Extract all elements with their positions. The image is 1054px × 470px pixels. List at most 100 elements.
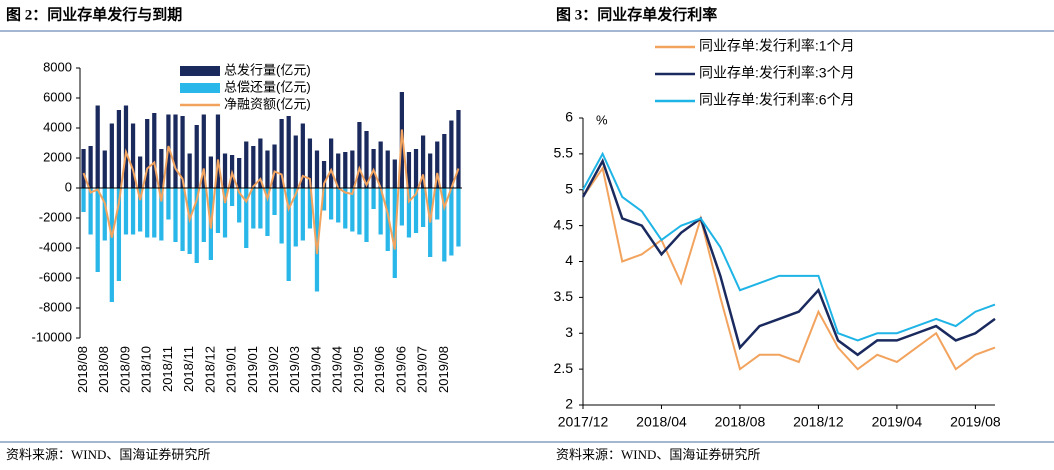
bar [364,188,369,242]
bar [258,188,263,229]
bar [279,119,284,188]
bar [272,188,277,215]
legend-label: 同业存单:发行利率:3个月 [699,65,855,81]
y-tick-label: 3.5 [554,288,574,304]
y-tick-label: 3 [565,324,573,340]
x-tick-label: 2019/08 [436,346,451,393]
bar [81,188,86,212]
x-tick-label: 2019/03 [287,346,302,393]
bar [329,188,334,220]
bar [378,141,383,188]
bar [109,123,114,188]
bar [173,114,178,188]
bar [194,188,199,263]
x-tick-label: 2019/01 [245,346,260,393]
y-tick-label: 8000 [43,59,72,74]
bar [357,122,362,188]
bar [449,120,454,188]
y-tick-label: 5.5 [554,145,574,161]
bar [286,188,291,281]
bar [442,134,447,188]
bar [286,116,291,188]
bar [116,110,122,188]
bar [329,138,334,188]
y-tick-label: 4.5 [554,216,574,232]
bar [307,188,313,229]
bar [272,144,277,188]
bar [385,188,390,251]
bar [442,188,447,262]
x-tick-label: 2018/08 [715,414,766,430]
y-tick-label: 2000 [43,149,72,164]
bar [145,188,150,238]
y-tick-label: 6000 [43,89,72,104]
bar [251,146,256,188]
chart-title: 图 3：同业存单发行利率 [556,5,717,23]
rate-line [582,151,996,342]
y-tick-label: -8000 [39,299,72,314]
x-tick-label: 2018/11 [160,346,175,392]
bar [138,156,143,188]
bar [350,150,355,188]
bar [201,114,206,188]
bar [102,150,107,188]
bar [145,119,150,188]
x-tick-label: 2018/08 [96,346,111,393]
bar [456,188,461,247]
legend-label: 同业存单:发行利率:1个月 [699,38,855,54]
x-tick-label: 2019/06 [393,346,408,393]
bar [166,188,171,220]
bar [321,161,327,188]
x-tick-label: 2018/12 [202,346,217,393]
x-tick-label: 2019/04 [330,346,345,393]
x-tick-label: 2018/12 [793,414,844,430]
bar [138,188,143,232]
y-tick-label: -2000 [39,209,72,224]
bar [392,159,397,188]
bar [336,153,341,188]
x-tick-label: 2018/09 [117,346,132,393]
y-tick-label: -6000 [39,269,72,284]
x-tick-label: 2018/11 [181,346,196,392]
y-tick-label: 2.5 [554,360,574,376]
y-tick-label: 6 [565,109,573,125]
bar [229,188,235,206]
bar [350,188,355,232]
bar [201,188,206,242]
bar [215,188,221,233]
bar [102,188,107,241]
unit-label: % [596,112,608,127]
bar [279,188,284,244]
y-tick-label: 4000 [43,119,72,134]
bar [300,123,305,188]
bar [208,156,213,188]
bar [244,141,249,188]
bar [321,188,327,211]
rate-line [582,165,996,371]
source: 资料来源：WIND、国海证券研究所 [556,447,760,462]
bar [265,150,270,188]
bar [222,153,228,188]
x-tick-label: 2019/01 [224,346,239,393]
bar [371,188,376,209]
bar [314,188,320,292]
bar [180,188,185,251]
bar [420,135,426,188]
bar [159,188,164,241]
x-tick-label: 2019/06 [372,346,387,393]
bar [435,188,440,220]
bar [88,188,93,235]
y-tick-label: -10000 [32,329,72,344]
x-tick-label: 2018/04 [636,414,687,430]
bar [237,158,242,188]
bar [314,150,320,188]
bar [95,105,100,188]
net-line [82,129,460,255]
bar [364,131,369,188]
bar [109,188,114,302]
bar [343,152,348,188]
bar [413,188,419,233]
bar [88,146,93,188]
chart-title: 图 2：同业存单发行与到期 [6,5,182,23]
